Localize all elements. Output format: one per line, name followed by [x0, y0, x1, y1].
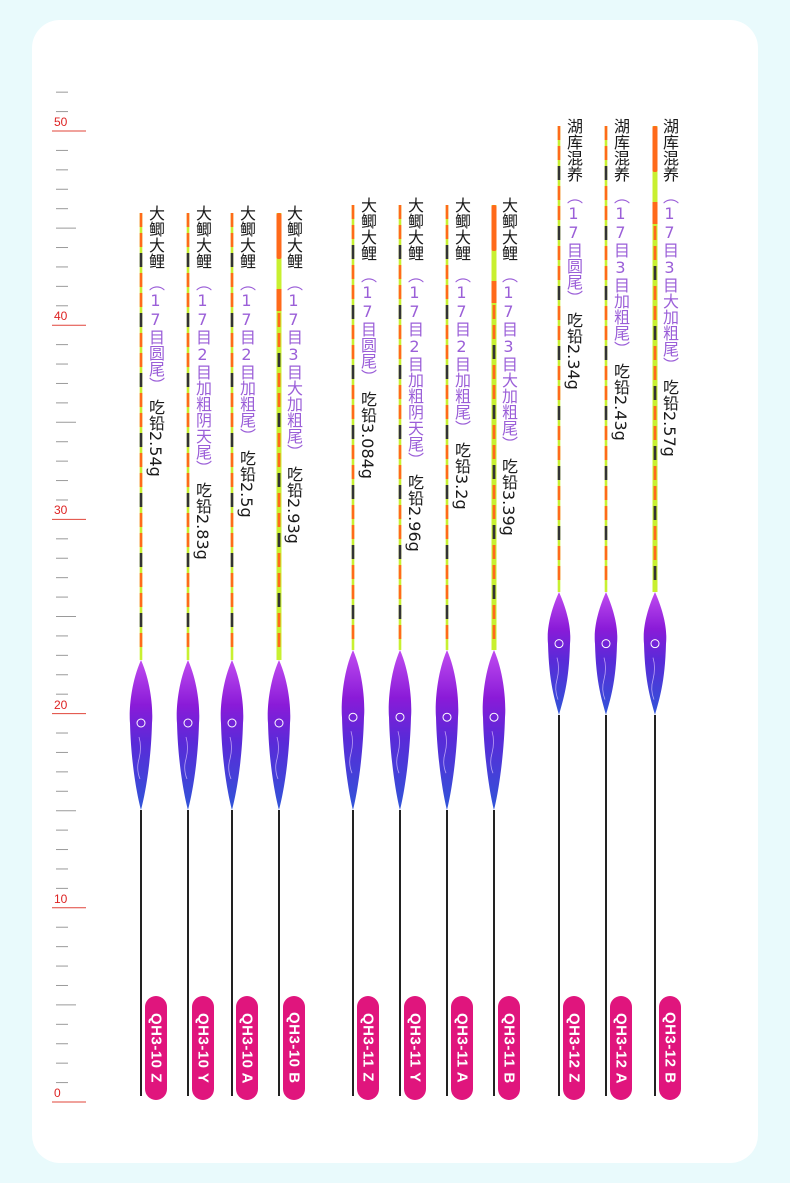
- float-category: 湖库混养: [660, 118, 679, 182]
- float-lead-weight: 吃铅2.34g: [564, 312, 583, 390]
- float-decoration: [349, 731, 353, 774]
- float-lead-weight: 吃铅2.83g: [193, 482, 212, 560]
- float-tail-spec: （17目3目大加粗尾）: [660, 188, 679, 373]
- model-code-badge: QH3-12 A: [610, 996, 632, 1100]
- float-lead-weight: 吃铅2.96g: [405, 474, 424, 552]
- ruler-label: 0: [54, 1086, 61, 1100]
- ruler-label: 40: [54, 309, 68, 324]
- float-category: 大鲫大鲤: [284, 205, 303, 269]
- model-code-badge: QH3-10 B: [283, 996, 305, 1100]
- float-tail-spec: （17目3目大加粗尾）: [284, 275, 303, 460]
- float-tip-cap: [276, 289, 282, 311]
- model-code-badge: QH3-11 Z: [357, 996, 379, 1100]
- float-tip-cap: [491, 281, 497, 303]
- float-tip-cap: [652, 202, 658, 224]
- float-tip-green: [276, 259, 282, 289]
- float-tail-spec: （17目圆尾）: [358, 267, 377, 385]
- float-category: 大鲫大鲤: [405, 197, 424, 261]
- float-body: [341, 650, 365, 810]
- float-logo-icon: [489, 712, 499, 722]
- float-body: [643, 592, 667, 715]
- float-tail-spec: （17目2目加粗阴天尾）: [405, 267, 424, 468]
- float-category: 大鲫大鲤: [499, 197, 518, 261]
- float-tail-spec: （17目3目大加粗尾）: [499, 267, 518, 452]
- float-lead-weight: 吃铅2.93g: [284, 466, 303, 544]
- float-tip-cap: [276, 213, 282, 259]
- float-logo-icon: [348, 712, 358, 722]
- float-tail-spec: （17目圆尾）: [564, 188, 583, 306]
- float-decoration: [651, 657, 655, 700]
- float-lead-weight: 吃铅2.54g: [146, 399, 165, 477]
- float-logo-icon: [395, 712, 405, 722]
- float-logo-icon: [274, 718, 284, 728]
- float-tail-spec: （17目3目加粗尾）: [611, 188, 630, 357]
- float-decoration: [490, 731, 494, 774]
- ruler-label: 20: [54, 697, 68, 712]
- float-logo-icon: [601, 639, 611, 649]
- model-code-badge: QH3-10 Y: [192, 996, 214, 1100]
- float-body: [435, 650, 459, 810]
- float-decoration: [555, 657, 559, 700]
- ruler-label: 50: [54, 115, 68, 129]
- model-code-badge: QH3-11 A: [451, 996, 473, 1100]
- float-lead-weight: 吃铅3.2g: [452, 442, 471, 510]
- float-category: 大鲫大鲤: [237, 205, 256, 269]
- float-category: 大鲫大鲤: [146, 205, 165, 269]
- ruler-label: 30: [54, 503, 68, 518]
- product-card: [32, 20, 758, 1163]
- model-code-badge: QH3-10 A: [236, 996, 258, 1100]
- float-logo-icon: [227, 718, 237, 728]
- float-decoration: [184, 736, 188, 780]
- model-code-badge: QH3-12 Z: [563, 996, 585, 1100]
- float-logo-icon: [442, 712, 452, 722]
- float-category: 大鲫大鲤: [452, 197, 471, 261]
- float-body: [176, 660, 200, 810]
- float-lead-weight: 吃铅3.084g: [358, 391, 377, 479]
- float-decoration: [228, 736, 232, 780]
- float-decoration: [443, 731, 447, 774]
- float-body: [482, 650, 506, 810]
- float-body: [388, 650, 412, 810]
- ruler-label: 10: [54, 891, 68, 906]
- float-logo-icon: [554, 639, 564, 649]
- float-category: 大鲫大鲤: [193, 205, 212, 269]
- float-decoration: [602, 657, 606, 700]
- float-body: [129, 660, 153, 810]
- float-body: [594, 592, 618, 715]
- model-code-badge: QH3-10 Z: [145, 996, 167, 1100]
- float-decoration: [137, 736, 141, 780]
- float-tip-cap: [652, 126, 658, 172]
- float-body: [267, 660, 291, 810]
- float-lead-weight: 吃铅3.39g: [499, 458, 518, 536]
- float-tail-spec: （17目圆尾）: [146, 275, 165, 393]
- model-code-badge: QH3-11 B: [498, 996, 520, 1100]
- float-logo-icon: [650, 639, 660, 649]
- float-lead-weight: 吃铅2.5g: [237, 450, 256, 518]
- float-lead-weight: 吃铅2.57g: [660, 379, 679, 457]
- float-logo-icon: [183, 718, 193, 728]
- float-category: 湖库混养: [611, 118, 630, 182]
- model-code-badge: QH3-11 Y: [404, 996, 426, 1100]
- float-tail-spec: （17目2目加粗尾）: [452, 267, 471, 436]
- float-decoration: [275, 736, 279, 780]
- float-body: [547, 592, 571, 715]
- float-logo-icon: [136, 718, 146, 728]
- float-tip-green: [491, 251, 497, 281]
- float-tip-green: [652, 172, 658, 202]
- float-category: 大鲫大鲤: [358, 197, 377, 261]
- float-body: [220, 660, 244, 810]
- model-code-badge: QH3-12 B: [659, 996, 681, 1100]
- float-decoration: [396, 731, 400, 774]
- float-lead-weight: 吃铅2.43g: [611, 363, 630, 441]
- float-category: 湖库混养: [564, 118, 583, 182]
- float-tail-spec: （17目2目加粗尾）: [237, 275, 256, 444]
- float-tip-cap: [491, 205, 497, 251]
- float-tail-spec: （17目2目加粗阴天尾）: [193, 275, 212, 476]
